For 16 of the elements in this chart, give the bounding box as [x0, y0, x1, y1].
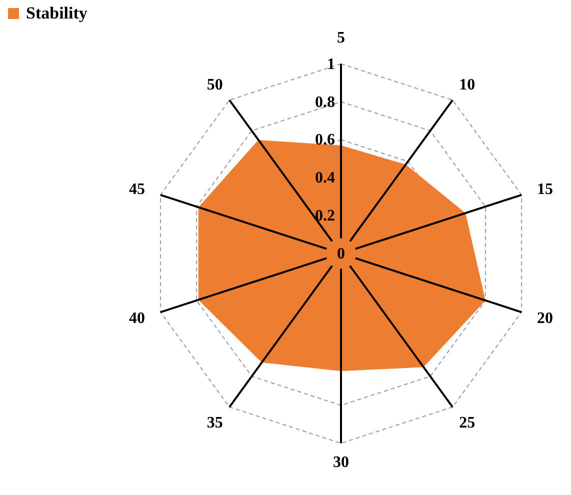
- spoke-label: 15: [537, 181, 554, 198]
- y-tick-label: 0.2: [315, 208, 335, 225]
- y-tick-label: 0.8: [315, 94, 335, 111]
- spoke-label: 45: [128, 181, 145, 198]
- spoke-label: 50: [206, 76, 223, 94]
- y-tick-label: 0: [337, 246, 345, 263]
- spoke-label: 5: [337, 29, 345, 46]
- spoke-label: 20: [537, 310, 554, 328]
- spoke-label: 40: [128, 310, 145, 328]
- spoke-label: 25: [459, 414, 476, 432]
- spoke-label: 30: [333, 454, 349, 472]
- spoke-label: 35: [206, 414, 223, 432]
- legend-label: Stability: [26, 4, 88, 22]
- spoke-label: 10: [459, 76, 476, 94]
- y-tick-label: 0.4: [315, 170, 335, 187]
- y-tick-label: 1: [327, 56, 335, 73]
